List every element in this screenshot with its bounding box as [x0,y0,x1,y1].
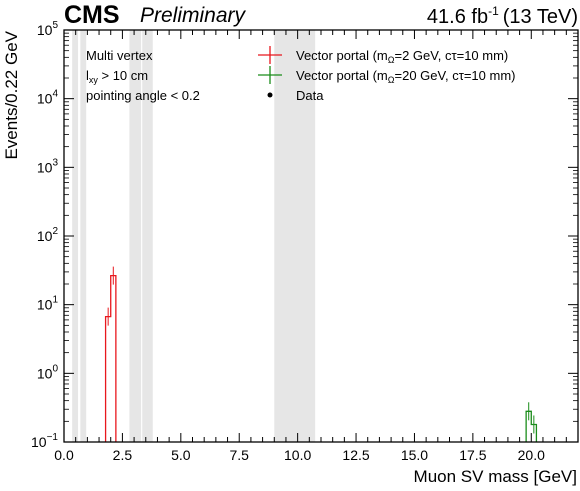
x-tick-label: 7.5 [229,447,249,463]
x-axis: 0.0 2.5 5.0 7.5 10.0 12.5 15.0 17.5 20.0 [54,30,579,463]
x-tick-label: 0.0 [54,447,74,463]
y-axis-label: Events/0.22 GeV [2,30,21,159]
experiment-label: CMS [64,1,120,29]
legend-label-1: Vector portal (mΩ=20 GeV, cτ=10 mm) [296,68,516,85]
series-1-histogram [525,410,538,442]
legend: Vector portal (mΩ=2 GeV, cτ=10 mm) Vector… [258,46,516,103]
y-tick-label: 100 [37,363,59,381]
annotation-lxy: lxy > 10 cm [86,68,148,85]
masked-region-1 [80,30,87,442]
y-tick-label: 104 [37,89,59,107]
x-tick-label: 5.0 [171,447,191,463]
series-0-histogram [104,274,117,442]
masked-region-4 [274,30,316,442]
y-tick-label: 102 [37,226,59,244]
masked-region-2 [129,30,142,442]
masked-regions [72,30,316,442]
x-tick-label: 17.5 [459,447,486,463]
y-tick-label: 105 [37,20,59,38]
y-tick-label: 101 [37,295,59,313]
x-tick-label: 15.0 [401,447,428,463]
legend-marker-2 [267,92,273,98]
annotation-pointing-angle: pointing angle < 0.2 [86,88,200,103]
annotation-multi-vertex: Multi vertex [86,48,153,63]
x-tick-label: 20.0 [518,447,545,463]
masked-region-0 [72,30,79,442]
series-layer [104,266,538,442]
x-tick-label: 12.5 [342,447,369,463]
legend-label-0: Vector portal (mΩ=2 GeV, cτ=10 mm) [296,48,508,65]
y-axis: 10−1 100 101 102 103 104 105 [31,20,578,450]
x-tick-label: 2.5 [113,447,133,463]
x-tick-label: 10.0 [284,447,311,463]
legend-label-2: Data [296,88,324,103]
y-tick-label: 10−1 [31,432,58,450]
status-label: Preliminary [140,4,247,27]
y-tick-label: 103 [37,157,59,175]
lumi-label: 41.6 fb-1 (13 TeV) [427,4,578,28]
x-axis-label: Muon SV mass [GeV] [414,467,577,486]
masked-region-3 [142,30,153,442]
